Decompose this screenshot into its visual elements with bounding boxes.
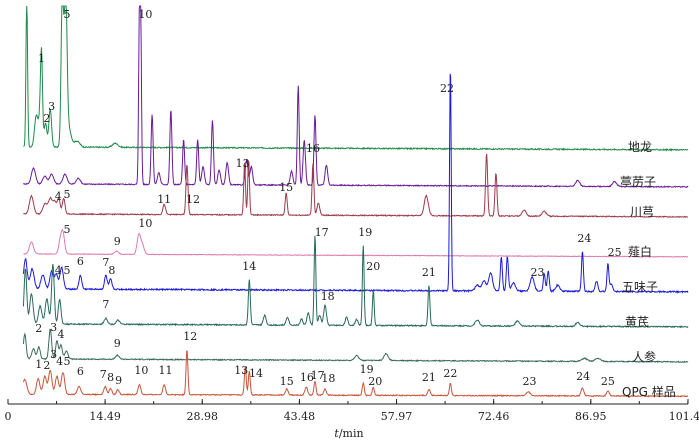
peak-label-18: 18 — [321, 290, 335, 303]
sample-label-薤白: 薤白 — [628, 244, 652, 259]
peak-label-5: 5 — [64, 223, 71, 236]
peak-label-5: 5 — [64, 8, 71, 21]
x-tick-label: 101.45 — [669, 410, 699, 423]
peak-label-4: 4 — [56, 355, 63, 368]
sample-label-黄芪: 黄芪 — [625, 315, 649, 329]
peak-label-19: 19 — [360, 363, 374, 376]
trace-葶苈子 — [23, 5, 689, 189]
peak-label-24: 24 — [577, 232, 591, 245]
x-tick-label: 72.46 — [478, 410, 510, 423]
x-tick-label: 57.97 — [381, 410, 413, 423]
peak-label-16: 16 — [300, 371, 314, 384]
peak-label-10: 10 — [138, 217, 152, 230]
peak-label-10: 10 — [138, 8, 152, 21]
peak-label-5: 5 — [64, 264, 71, 277]
x-axis-label: t/min — [334, 427, 363, 440]
x-tick-label: 14.49 — [89, 410, 121, 423]
peak-label-17: 17 — [311, 369, 325, 382]
peak-label-25: 25 — [608, 246, 622, 259]
sample-label-五味子: 五味子 — [622, 280, 658, 294]
trace-川芎 — [23, 153, 689, 218]
trace-黄芪 — [22, 235, 689, 329]
peak-label-19: 19 — [358, 226, 372, 239]
peak-label-11: 11 — [157, 193, 171, 206]
peak-label-10: 10 — [134, 364, 148, 377]
peak-label-1: 1 — [38, 52, 45, 65]
peak-label-4: 4 — [55, 190, 62, 203]
peak-label-1: 1 — [35, 358, 42, 371]
trace-五味子 — [22, 73, 689, 294]
peak-label-7: 7 — [102, 298, 109, 311]
trace-人参 — [22, 328, 689, 364]
peak-label-21: 21 — [422, 371, 436, 384]
peak-label-5: 5 — [64, 188, 71, 201]
peak-label-12: 12 — [183, 330, 197, 343]
peak-label-24: 24 — [576, 370, 590, 383]
peak-label-20: 20 — [368, 375, 382, 388]
peak-label-4: 4 — [55, 264, 62, 277]
peak-label-9: 9 — [115, 374, 122, 387]
peak-label-9: 9 — [114, 235, 121, 248]
peak-label-11: 11 — [159, 364, 173, 377]
peak-label-4: 4 — [58, 328, 65, 341]
peak-label-17: 17 — [315, 226, 329, 239]
x-tick-label: 43.48 — [284, 410, 316, 423]
peak-label-3: 3 — [48, 100, 55, 113]
sample-label-qpg-样品: QPG 样品 — [622, 384, 676, 399]
trace-qpg-样品 — [22, 350, 689, 398]
x-axis: 0 14.49 28.98 43.48 57.97 72.46 86.95 101.45 — [5, 399, 699, 423]
x-tick-label: 28.98 — [186, 410, 218, 423]
peak-label-15: 15 — [280, 375, 294, 388]
peak-label-14: 14 — [242, 260, 256, 273]
peak-label-13: 13 — [236, 157, 250, 170]
peak-label-15: 15 — [279, 181, 293, 194]
peak-label-22: 22 — [443, 367, 457, 380]
peak-label-2: 2 — [43, 359, 50, 372]
peak-label-8: 8 — [108, 264, 115, 277]
sample-label-川芎: 川芎 — [630, 205, 654, 219]
peak-label-2: 2 — [35, 322, 42, 335]
trace-地龙 — [23, 5, 689, 152]
peak-label-20: 20 — [366, 260, 380, 273]
peak-label-2: 2 — [43, 112, 50, 125]
chromatogram-traces — [22, 5, 689, 398]
sample-label-人参: 人参 — [632, 349, 656, 364]
peak-label-7: 7 — [102, 256, 109, 269]
peak-label-3: 3 — [50, 321, 57, 334]
peak-label-6: 6 — [77, 255, 84, 268]
sample-label-葶苈子: 葶苈子 — [620, 175, 656, 189]
x-tick-label: 0 — [5, 410, 12, 423]
peak-label-7: 7 — [100, 368, 107, 381]
peak-label-16: 16 — [306, 142, 320, 155]
sample-label-地龙: 地龙 — [628, 140, 652, 154]
peak-label-14: 14 — [249, 367, 263, 380]
peak-label-3: 3 — [50, 348, 57, 361]
peak-label-5: 5 — [64, 355, 71, 368]
trace-薤白 — [23, 228, 689, 258]
peak-label-18: 18 — [321, 372, 335, 385]
peak-label-22: 22 — [440, 82, 454, 95]
peak-label-6: 6 — [77, 365, 84, 378]
peak-label-8: 8 — [107, 371, 114, 384]
peak-label-12: 12 — [186, 193, 200, 206]
x-tick-label: 86.95 — [575, 410, 607, 423]
peak-label-13: 13 — [234, 364, 248, 377]
peak-label-21: 21 — [422, 266, 436, 279]
peak-label-23: 23 — [531, 266, 545, 279]
peak-label-25: 25 — [601, 375, 615, 388]
peak-label-23: 23 — [523, 375, 537, 388]
peak-label-9: 9 — [114, 337, 121, 350]
